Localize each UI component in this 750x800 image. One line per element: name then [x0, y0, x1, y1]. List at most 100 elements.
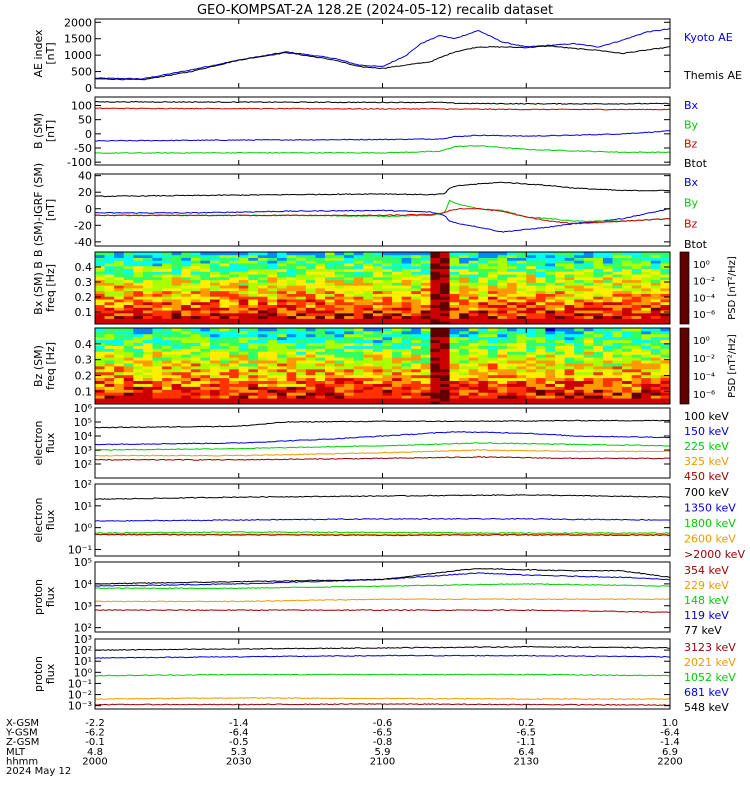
spectrogram-cell: [344, 285, 355, 289]
colorbar-tick-label: 10⁻²: [693, 354, 715, 365]
spectrogram-cell: [190, 304, 201, 308]
spectrogram-cell: [430, 348, 441, 352]
spectrogram-cell: [325, 299, 335, 303]
spectrogram-cell: [420, 339, 431, 344]
spectrogram-cell: [602, 254, 613, 258]
spectrogram-cell: [507, 310, 518, 314]
spectrogram-cell: [248, 263, 259, 267]
spectrogram-cell: [382, 348, 393, 352]
spectrogram-cell: [104, 377, 115, 382]
spectrogram-cell: [267, 263, 278, 267]
spectrogram-cell: [564, 285, 575, 289]
spectrogram-cell: [104, 398, 115, 402]
spectrogram-cell: [535, 288, 546, 292]
spectrogram-cell: [401, 371, 412, 376]
spectrogram-cell: [507, 392, 518, 396]
spectrogram-cell: [123, 363, 134, 367]
spectrogram-cell: [123, 260, 134, 264]
spectrogram-cell: [171, 252, 182, 256]
spectrogram-cell: [315, 257, 326, 261]
spectrogram-cell: [459, 351, 470, 355]
spectrogram-cell: [535, 357, 546, 361]
spectrogram-cell: [344, 380, 355, 384]
spectrogram-cell: [487, 265, 498, 270]
spectrogram-cell: [248, 268, 259, 272]
spectrogram-cell: [574, 279, 585, 283]
spectrogram-cell: [305, 333, 316, 338]
spectrogram-cell: [257, 263, 268, 267]
spectrogram-cell: [123, 315, 134, 319]
spectrogram-cell: [181, 307, 192, 311]
spectrogram-cell: [325, 279, 335, 283]
spectrogram-cell: [449, 257, 460, 261]
spectrogram-cell: [593, 398, 604, 402]
bx_spec-colorbar: [679, 251, 690, 325]
spectrogram-cell: [277, 392, 288, 396]
spectrogram-cell: [602, 383, 613, 387]
spectrogram-cell: [507, 333, 518, 338]
spectrogram-cell: [210, 395, 220, 399]
spectrogram-cell: [133, 310, 144, 314]
spectrogram-cell: [238, 354, 249, 358]
spectrogram-cell: [487, 363, 498, 367]
spectrogram-cell: [660, 268, 671, 272]
spectrogram-cell: [420, 357, 431, 361]
spectrogram-cell: [564, 288, 575, 292]
spectrogram-cell: [344, 351, 355, 355]
spectrogram-cell: [411, 348, 422, 352]
spectrogram-cell: [229, 363, 240, 367]
spectrogram-cell: [392, 360, 403, 364]
spectrogram-cell: [305, 254, 316, 258]
spectrogram-cell: [622, 315, 633, 319]
spectrogram-cell: [95, 330, 105, 335]
spectrogram-cell: [353, 282, 364, 286]
spectrogram-cell: [133, 276, 144, 281]
spectrogram-cell: [325, 257, 335, 261]
spectrogram-cell: [238, 315, 249, 319]
spectrogram-cell: [325, 307, 335, 311]
spectrogram-cell: [104, 354, 115, 358]
spectrogram-cell: [526, 257, 537, 261]
spectrogram-cell: [152, 386, 163, 390]
spectrogram-cell: [622, 285, 633, 289]
spectrogram-cell: [114, 299, 125, 303]
spectrogram-cell: [526, 351, 537, 355]
spectrogram-cell: [190, 351, 201, 355]
spectrogram-cell: [430, 271, 441, 275]
spectrogram-cell: [382, 374, 393, 379]
spectrogram-cell: [190, 368, 201, 373]
spectrogram-cell: [535, 345, 546, 349]
spectrogram-cell: [420, 389, 431, 393]
spectrogram-cell: [190, 315, 201, 319]
spectrogram-cell: [229, 271, 240, 275]
spectrogram-cell: [229, 290, 240, 294]
spectrogram-cell: [526, 296, 537, 300]
spectrogram-cell: [95, 339, 105, 344]
spectrogram-cell: [574, 389, 585, 393]
spectrogram-cell: [430, 257, 441, 261]
spectrogram-cell: [507, 252, 518, 256]
spectrogram-cell: [181, 371, 192, 376]
spectrogram-cell: [171, 392, 182, 396]
spectrogram-cell: [602, 380, 613, 384]
series-line-700-kev: [94, 494, 671, 500]
legend-entry: 2600 keV: [684, 533, 736, 546]
spectrogram-cell: [545, 374, 556, 379]
spectrogram-cell: [468, 257, 479, 261]
spectrogram-cell: [583, 310, 594, 314]
spectrogram-cell: [382, 392, 393, 396]
series-line-bz: [95, 107, 671, 111]
spectrogram-cell: [487, 360, 498, 364]
spectrogram-cell: [497, 360, 508, 364]
spectrogram-cell: [277, 342, 288, 346]
spectrogram-cell: [641, 371, 652, 376]
spectrogram-cell: [392, 368, 403, 373]
spectrogram-cell: [363, 366, 374, 370]
spectrogram-cell: [564, 395, 575, 399]
y-axis-label: protonflux: [32, 656, 57, 692]
spectrogram-cell: [430, 299, 441, 303]
spectrogram-cell: [181, 276, 192, 281]
spectrogram-cell: [363, 301, 374, 306]
spectrogram-cell: [171, 342, 182, 346]
spectrogram-cell: [267, 290, 278, 294]
